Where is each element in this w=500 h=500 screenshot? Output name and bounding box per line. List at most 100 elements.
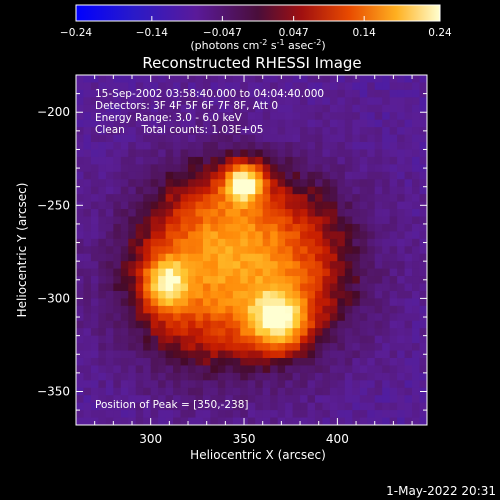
heatmap-cell <box>90 75 100 84</box>
heatmap-cell <box>412 82 421 91</box>
heatmap-cell <box>232 156 241 165</box>
heatmap-cell <box>225 216 234 225</box>
heatmap-cell <box>397 216 406 225</box>
heatmap-cell <box>113 97 122 106</box>
heatmap-cell <box>292 313 301 322</box>
heatmap-cell <box>352 82 361 91</box>
heatmap-cell <box>217 134 226 143</box>
heatmap-cell <box>210 75 219 84</box>
heatmap-cell <box>158 171 167 180</box>
heatmap-cell <box>173 134 182 143</box>
heatmap-cell <box>367 313 376 322</box>
heatmap-cell <box>270 380 279 389</box>
heatmap-cell <box>98 201 107 210</box>
heatmap-cell <box>397 261 406 270</box>
heatmap-cell <box>374 320 383 329</box>
heatmap-cell <box>329 201 338 210</box>
heatmap-cell <box>188 402 197 411</box>
heatmap-cell <box>412 268 421 277</box>
heatmap-cell <box>240 298 249 307</box>
heatmap-cell <box>322 261 331 270</box>
heatmap-cell <box>113 417 122 425</box>
heatmap-cell <box>232 268 241 277</box>
heatmap-cell <box>202 343 212 352</box>
heatmap-cell <box>128 246 137 255</box>
heatmap-cell <box>83 298 92 307</box>
heatmap-cell <box>322 209 331 218</box>
heatmap-cell <box>300 209 309 218</box>
heatmap-cell <box>329 313 338 322</box>
heatmap-cell <box>225 283 234 292</box>
heatmap-cell <box>300 142 309 151</box>
heatmap-cell <box>344 209 353 218</box>
heatmap-cell <box>173 201 182 210</box>
heatmap-cell <box>404 283 413 292</box>
heatmap-cell <box>188 261 197 270</box>
heatmap-cell <box>307 112 316 121</box>
heatmap-cell <box>292 82 301 91</box>
heatmap-cell <box>352 350 361 359</box>
heatmap-cell <box>83 82 92 91</box>
heatmap-cell <box>98 328 107 337</box>
heatmap-cell <box>382 320 391 329</box>
heatmap-cell <box>389 328 398 337</box>
heatmap-cell <box>314 365 324 374</box>
heatmap-cell <box>262 186 271 195</box>
heatmap-cell <box>180 395 189 404</box>
heatmap-cell <box>404 119 413 128</box>
heatmap-cell <box>382 82 391 91</box>
heatmap-cell <box>188 82 197 91</box>
heatmap-cell <box>337 156 346 165</box>
heatmap-cell <box>195 112 204 121</box>
heatmap-cell <box>307 82 316 91</box>
heatmap-cell <box>374 179 383 188</box>
heatmap-cell <box>404 357 413 367</box>
heatmap-cell <box>225 350 234 359</box>
heatmap-cell <box>143 119 152 128</box>
heatmap-cell <box>329 268 338 277</box>
heatmap-cell <box>225 127 234 136</box>
heatmap-cell <box>173 410 182 419</box>
heatmap-cell <box>277 209 286 218</box>
heatmap-cell <box>359 231 368 240</box>
heatmap-cell <box>83 305 92 314</box>
heatmap-cell <box>322 328 331 337</box>
heatmap-cell <box>367 142 376 151</box>
heatmap-cell <box>210 156 219 165</box>
heatmap-cell <box>113 387 122 396</box>
heatmap-cell <box>270 298 279 307</box>
heatmap-cell <box>150 276 159 285</box>
heatmap-cell <box>202 164 212 173</box>
heatmap-cell <box>382 305 391 314</box>
heatmap-cell <box>322 305 331 314</box>
heatmap-cell <box>150 246 159 255</box>
heatmap-cell <box>128 410 137 419</box>
heatmap-cell <box>255 142 264 151</box>
heatmap-cell <box>113 238 122 247</box>
heatmap-cell <box>300 417 309 425</box>
heatmap-cell <box>135 97 144 106</box>
heatmap-cell <box>374 290 383 300</box>
heatmap-cell <box>217 156 226 165</box>
heatmap-cell <box>300 97 309 106</box>
heatmap-cell <box>389 104 398 113</box>
heatmap-cell <box>329 320 338 329</box>
heatmap-cell <box>225 209 234 218</box>
heatmap-cell <box>389 365 398 374</box>
heatmap-cell <box>337 372 346 381</box>
heatmap-cell <box>158 313 167 322</box>
heatmap-cell <box>419 290 427 300</box>
heatmap-cell <box>344 417 353 425</box>
heatmap-cell <box>76 417 85 425</box>
heatmap-cell <box>188 104 197 113</box>
heatmap-cell <box>397 305 406 314</box>
heatmap-cell <box>143 201 152 210</box>
heatmap-cell <box>158 305 167 314</box>
heatmap-cell <box>165 276 174 285</box>
heatmap-cell <box>397 320 406 329</box>
heatmap-cell <box>412 231 421 240</box>
heatmap-cell <box>277 82 286 91</box>
heatmap-cell <box>202 104 212 113</box>
heatmap-cell <box>419 328 427 337</box>
heatmap-cell <box>367 343 376 352</box>
